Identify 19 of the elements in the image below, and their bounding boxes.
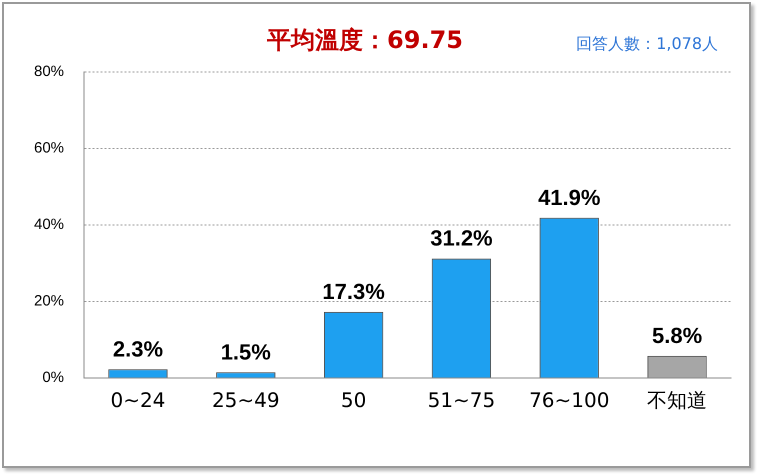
data-label: 31.2% — [430, 226, 493, 251]
chart-title: 平均溫度：69.75 — [266, 26, 463, 54]
y-tick-label: 40% — [34, 216, 64, 234]
y-tick-label: 60% — [34, 140, 64, 157]
data-label: 17.3% — [322, 278, 385, 304]
y-tick-label: 80% — [34, 63, 64, 80]
x-tick-label: 51~75 — [428, 388, 496, 412]
chart-subtitle: 回答人數：1,078人 — [576, 34, 718, 54]
x-tick-label: 76~100 — [529, 388, 610, 412]
data-label: 2.3% — [112, 336, 164, 362]
x-tick-label: 不知道 — [647, 388, 708, 412]
data-label: 41.9% — [538, 184, 600, 210]
y-tick-label: 0% — [42, 369, 64, 386]
y-tick-label: 20% — [34, 292, 64, 310]
x-tick-label: 25~49 — [212, 388, 280, 412]
data-label: 1.5% — [220, 339, 271, 364]
x-tick-label: 0~24 — [110, 388, 166, 412]
data-label: 5.8% — [652, 322, 702, 348]
x-tick-label: 50 — [340, 388, 366, 412]
